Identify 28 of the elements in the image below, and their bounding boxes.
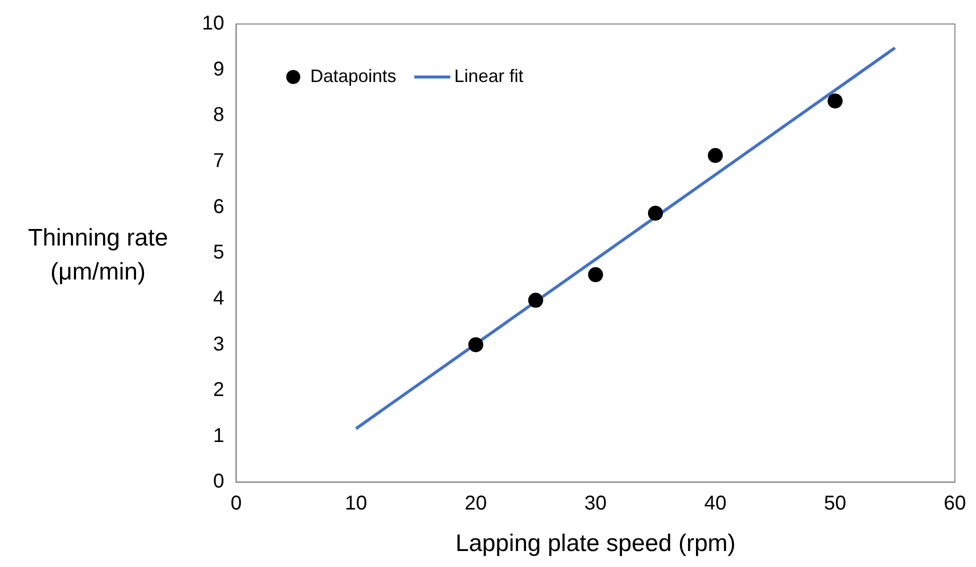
y-tick-label: 8 (213, 104, 224, 126)
y-tick-label: 7 (213, 150, 224, 172)
x-tick-label: 50 (824, 492, 846, 515)
x-tick-label: 40 (704, 492, 726, 515)
y-tick-label: 10 (202, 12, 224, 35)
y-tick-label: 2 (213, 379, 224, 402)
y-tick-label: 9 (213, 58, 224, 80)
x-tick-label: 20 (464, 492, 487, 515)
y-tick-label: 4 (213, 287, 224, 310)
point (708, 148, 723, 164)
x-tick-label: 10 (344, 492, 368, 515)
point (828, 93, 843, 108)
legend-label: Linear fit (454, 66, 524, 86)
x-tick-label: 60 (944, 492, 966, 515)
point (648, 206, 663, 221)
x-tick-label: 0 (230, 492, 242, 515)
y-tick-label: 1 (213, 424, 224, 447)
x-axis-title: Lapping plate speed (rpm) (455, 530, 736, 558)
point (528, 292, 544, 308)
y-axis-title: Thinning rate (μm/min) (28, 224, 168, 286)
point (588, 267, 604, 282)
y-tick-label: 5 (213, 242, 224, 264)
y-tick-label: 0 (213, 470, 224, 493)
legend-label: Datapoints (310, 66, 396, 86)
point (468, 337, 484, 352)
y-tick-label: 3 (213, 333, 224, 356)
y-tick-label: 6 (213, 196, 224, 218)
x-tick-label: 30 (584, 492, 607, 515)
